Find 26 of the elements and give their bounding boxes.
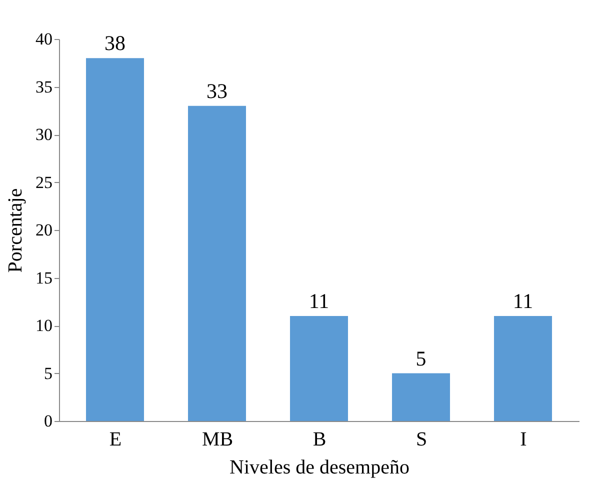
bar (86, 58, 144, 421)
data-label: 38 (104, 31, 126, 56)
y-tick-label: 20 (36, 220, 52, 240)
bar (188, 106, 246, 421)
y-tick-label: 40 (36, 30, 52, 48)
x-tick-label: E (109, 428, 122, 450)
bar (290, 316, 348, 421)
x-axis-title: Niveles de desempeño (230, 456, 410, 478)
y-axis-title: Porcentaje (4, 188, 26, 273)
y-tick-label: 30 (36, 125, 52, 144)
y-tick-label: 5 (44, 364, 52, 383)
y-tick-label: 15 (36, 268, 52, 288)
bar (494, 316, 552, 421)
data-label: 33 (206, 78, 228, 103)
bar (392, 373, 450, 421)
y-tick-label: 0 (44, 412, 52, 430)
data-label: 11 (308, 288, 330, 313)
data-label: 5 (416, 346, 426, 370)
x-tick-label: MB (202, 428, 234, 450)
y-tick-label: 25 (36, 172, 52, 192)
y-tick-label: 10 (36, 316, 52, 335)
x-tick-label: B (312, 428, 326, 450)
data-label: 11 (512, 288, 534, 313)
x-tick-label: I (520, 428, 527, 450)
x-tick-label: S (416, 428, 428, 450)
y-tick-label: 35 (36, 77, 52, 96)
